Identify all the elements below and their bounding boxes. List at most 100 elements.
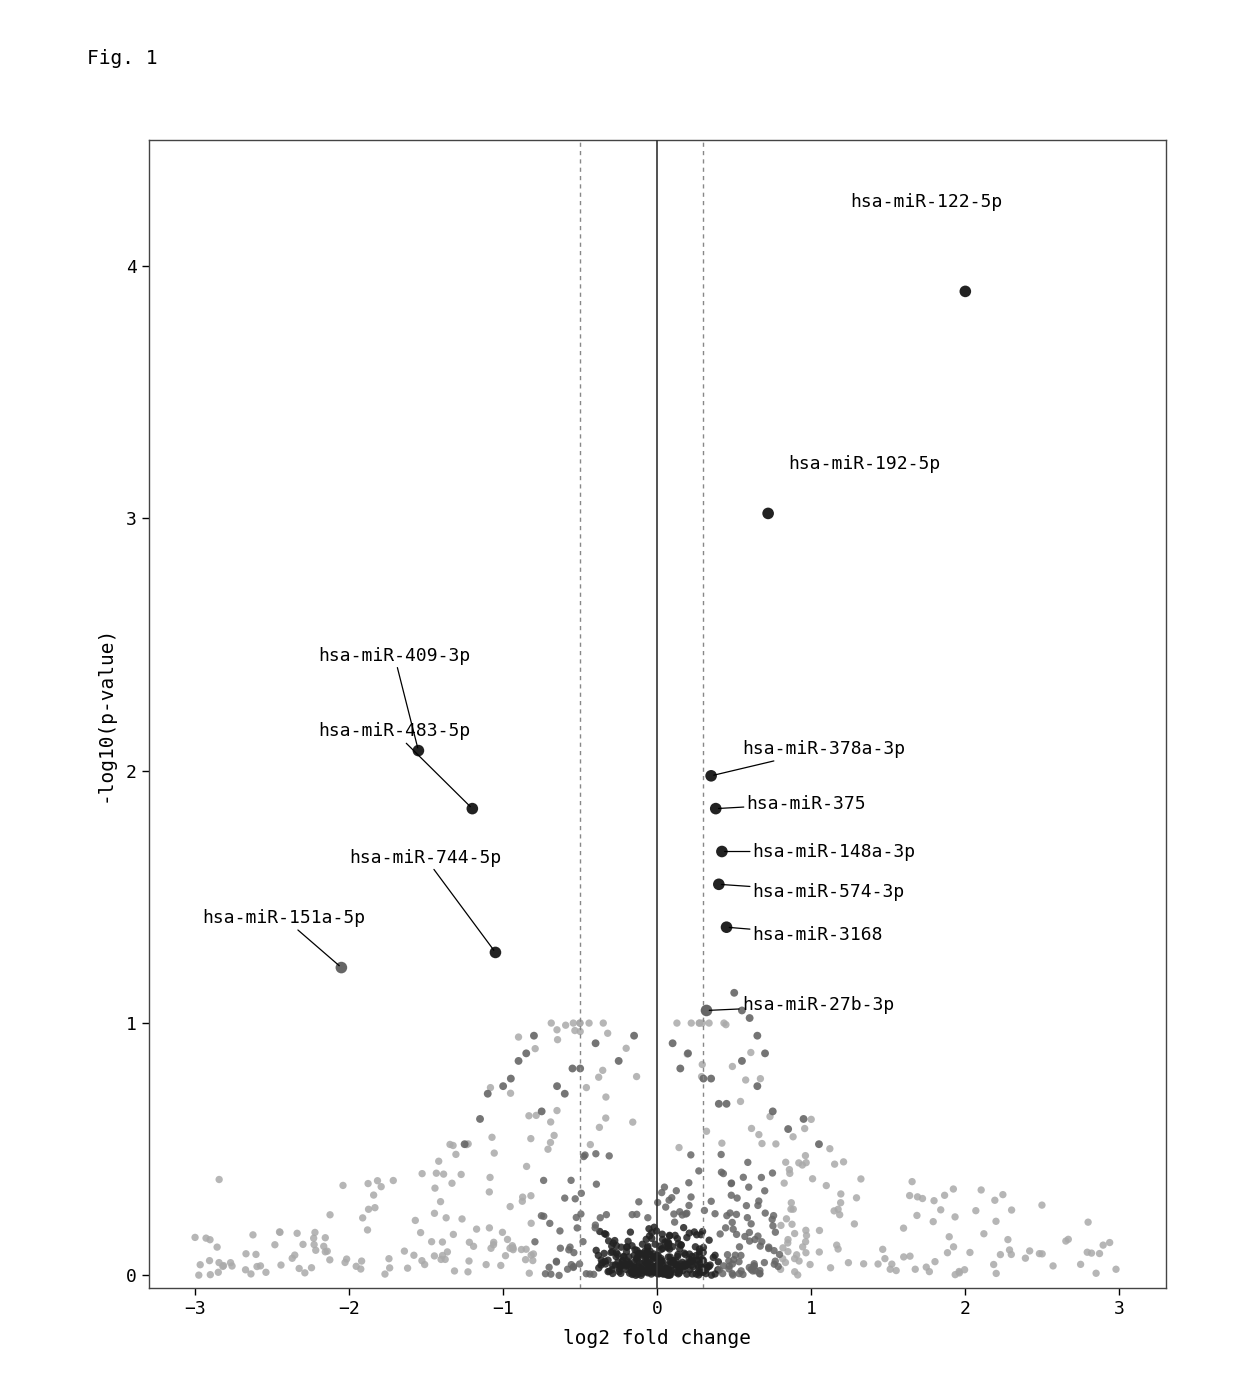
Point <box>960 1242 980 1264</box>
Point <box>732 1260 751 1282</box>
Point <box>738 1151 758 1173</box>
Point <box>687 1249 707 1271</box>
Point <box>536 1263 556 1285</box>
Point <box>438 1240 458 1263</box>
Point <box>749 1123 769 1145</box>
Point <box>645 1260 665 1282</box>
Point <box>657 1231 677 1253</box>
Point <box>427 1162 446 1184</box>
Point <box>665 1253 684 1275</box>
Point <box>748 1194 768 1217</box>
Point <box>595 1250 615 1273</box>
Point <box>732 1050 751 1072</box>
Point <box>525 1025 544 1047</box>
Point <box>665 1211 684 1233</box>
Point <box>532 1100 552 1123</box>
Point <box>480 1166 500 1189</box>
Point <box>945 1263 965 1285</box>
Point <box>603 1254 622 1277</box>
Point <box>241 1263 260 1285</box>
Point <box>541 1263 560 1285</box>
Point <box>521 1184 541 1207</box>
Point <box>709 1259 729 1281</box>
Point <box>589 1257 609 1280</box>
Point <box>551 1219 570 1242</box>
Point <box>630 1243 650 1266</box>
Point <box>697 1000 717 1022</box>
Point <box>585 1217 605 1239</box>
Point <box>677 1043 697 1065</box>
Point <box>190 1253 210 1275</box>
Point <box>751 1166 771 1189</box>
Point <box>207 1236 227 1259</box>
Point <box>637 1207 657 1229</box>
Point <box>1032 1243 1052 1266</box>
Point <box>520 1261 539 1284</box>
Point <box>652 1263 672 1285</box>
Point <box>599 1229 619 1252</box>
Point <box>699 1229 719 1252</box>
Point <box>637 1240 657 1263</box>
Point <box>745 1228 765 1250</box>
Point <box>544 1124 564 1147</box>
Point <box>640 1257 660 1280</box>
Point <box>635 1246 655 1268</box>
Point <box>792 1154 812 1176</box>
Point <box>660 1224 680 1246</box>
Point <box>476 1253 496 1275</box>
Point <box>610 1254 630 1277</box>
Point <box>320 1204 340 1226</box>
Point <box>620 1221 640 1243</box>
Point <box>771 1214 791 1236</box>
Point <box>604 1232 624 1254</box>
Point <box>739 1221 759 1243</box>
Point <box>459 1133 479 1155</box>
Point <box>526 1037 546 1060</box>
Point <box>317 1240 337 1263</box>
Point <box>618 1253 637 1275</box>
Point <box>792 1236 812 1259</box>
Point <box>670 1261 689 1284</box>
Point <box>688 1256 708 1278</box>
Point <box>656 1257 676 1280</box>
Point <box>660 1264 680 1287</box>
Point <box>693 1221 713 1243</box>
Point <box>681 1144 701 1166</box>
Point <box>508 1026 528 1049</box>
Point <box>541 1110 560 1133</box>
Point <box>358 1198 378 1221</box>
Point <box>636 1259 656 1281</box>
Point <box>637 1250 657 1273</box>
Point <box>435 1249 455 1271</box>
Point <box>636 1260 656 1282</box>
Point <box>598 1249 618 1271</box>
Point <box>213 1254 233 1277</box>
Point <box>594 1242 614 1264</box>
Point <box>1002 1198 1022 1221</box>
Point <box>657 1261 677 1284</box>
Point <box>367 1169 387 1191</box>
Point <box>243 1224 263 1246</box>
Point <box>763 1162 782 1184</box>
Point <box>745 1260 765 1282</box>
Point <box>533 1169 553 1191</box>
Point <box>185 1226 205 1249</box>
Point <box>541 1131 560 1154</box>
Point <box>304 1226 324 1249</box>
Point <box>619 1231 639 1253</box>
Point <box>671 1233 691 1256</box>
Point <box>580 1263 600 1285</box>
Point <box>680 1259 699 1281</box>
Text: hsa-miR-151a-5p: hsa-miR-151a-5p <box>202 909 366 966</box>
Point <box>305 1221 325 1243</box>
Point <box>269 1221 289 1243</box>
Point <box>851 1168 870 1190</box>
Point <box>1078 1211 1097 1233</box>
Point <box>908 1186 928 1208</box>
Point <box>288 1222 308 1245</box>
Point <box>660 1225 680 1247</box>
Point <box>414 1253 434 1275</box>
Point <box>779 1117 799 1140</box>
Point <box>652 1257 672 1280</box>
Point <box>521 1212 541 1235</box>
